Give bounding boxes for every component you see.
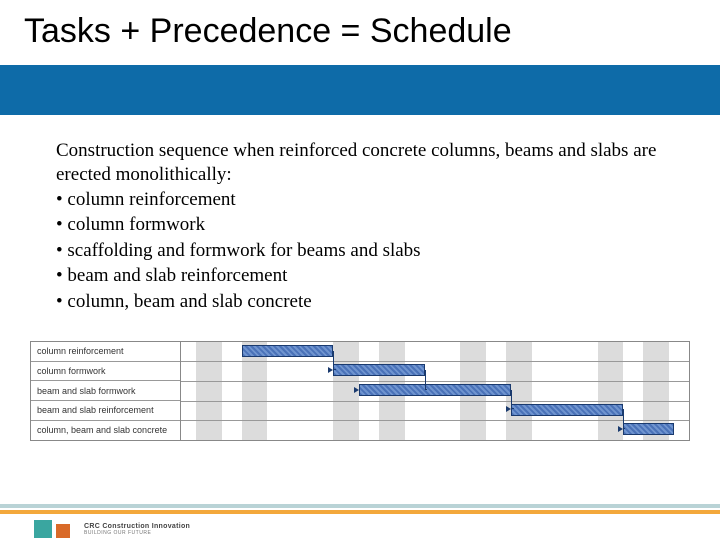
gantt-bar <box>511 404 623 416</box>
footer-stripe-bottom <box>0 510 720 514</box>
bullet-item: scaffolding and formwork for beams and s… <box>56 238 664 264</box>
gantt-label: beam and slab formwork <box>31 381 180 401</box>
gantt-dependency-link <box>425 370 428 390</box>
gantt-label: beam and slab reinforcement <box>31 401 180 421</box>
arrow-icon <box>328 367 333 373</box>
gantt-label: column, beam and slab concrete <box>31 421 180 440</box>
bullet-list: column reinforcement column formwork sca… <box>56 187 664 315</box>
gantt-bar <box>333 364 424 376</box>
logo-crc: CRC <box>84 523 100 530</box>
gantt-dependency-link <box>623 409 626 429</box>
content-area: Construction sequence when reinforced co… <box>0 115 720 327</box>
logo-line2: BUILDING OUR FUTURE <box>84 531 190 537</box>
footer-stripe-top <box>0 504 720 508</box>
bullet-item: column reinforcement <box>56 187 664 213</box>
title-block: Tasks + Precedence = Schedule <box>0 0 720 65</box>
arrow-icon <box>506 406 511 412</box>
gantt-chart: column reinforcement column formwork bea… <box>30 341 690 441</box>
bullet-item: column, beam and slab concrete <box>56 289 664 315</box>
bullet-item: column formwork <box>56 212 664 238</box>
logo-square-icon <box>56 524 70 538</box>
title-band <box>0 65 720 115</box>
arrow-icon <box>354 387 359 393</box>
footer: CRC Construction Innovation BUILDING OUR… <box>0 500 720 540</box>
gantt-label: column reinforcement <box>31 342 180 362</box>
gantt-grid <box>181 342 689 440</box>
logo-square-icon <box>34 520 52 538</box>
arrow-icon <box>618 426 623 432</box>
gantt-label-column: column reinforcement column formwork bea… <box>31 342 181 440</box>
logo-text: CRC Construction Innovation BUILDING OUR… <box>84 523 190 536</box>
gantt-dependency-link <box>511 390 514 410</box>
gantt-bar <box>359 384 511 396</box>
bullet-item: beam and slab reinforcement <box>56 263 664 289</box>
page-title: Tasks + Precedence = Schedule <box>0 0 720 65</box>
gantt-bar <box>623 423 674 435</box>
logo-line1: Construction Innovation <box>102 523 190 530</box>
gantt-label: column formwork <box>31 362 180 382</box>
gantt-dependency-link <box>333 351 336 371</box>
logo <box>34 520 70 538</box>
intro-text: Construction sequence when reinforced co… <box>56 139 664 187</box>
gantt-bar <box>242 345 333 357</box>
